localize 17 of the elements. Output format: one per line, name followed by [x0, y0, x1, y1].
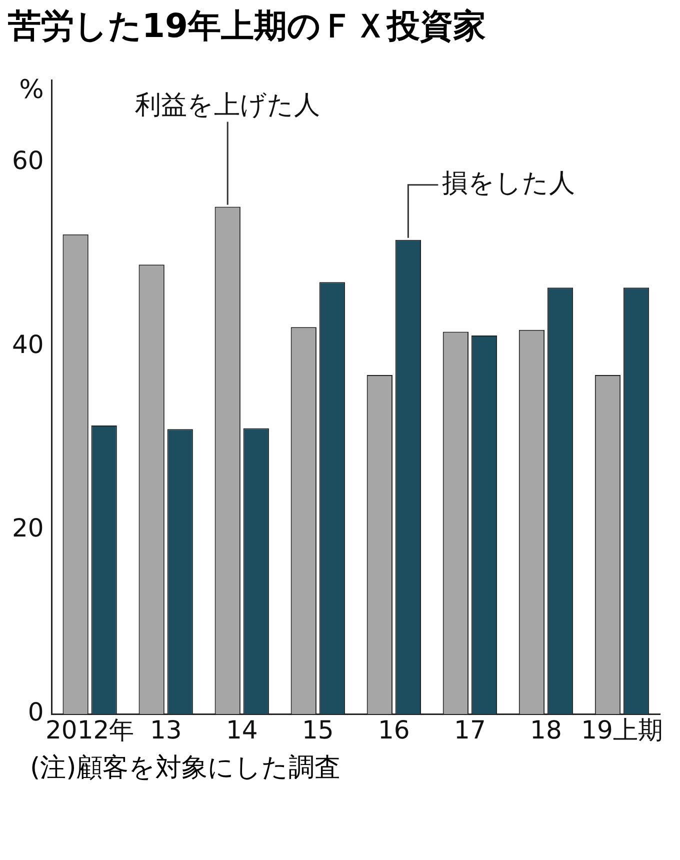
x-tick-label: 13 — [150, 716, 182, 744]
x-tick-label: 18 — [530, 716, 562, 744]
x-tick-label: 17 — [454, 716, 486, 744]
y-axis-title: % — [19, 74, 44, 105]
y-tick-label: 0 — [28, 698, 44, 726]
y-tick-label: 60 — [12, 146, 44, 176]
chart-title: 苦労した19年上期のＦＸ投資家 — [7, 5, 487, 47]
x-tick-label: 19上期 — [581, 716, 663, 744]
x-tick-label: 15 — [302, 716, 334, 744]
x-tick-label: 16 — [378, 716, 410, 744]
y-tick-label: 20 — [12, 514, 44, 543]
text: 利益を上げた人 — [135, 90, 320, 121]
series-label: 損をした人 — [442, 168, 576, 199]
x-tick-label: 2012年 — [46, 716, 134, 744]
text: (注)顧客を対象にした調査 — [30, 752, 342, 785]
y-tick-label: 40 — [12, 330, 44, 359]
x-tick-label: 14 — [226, 716, 258, 744]
